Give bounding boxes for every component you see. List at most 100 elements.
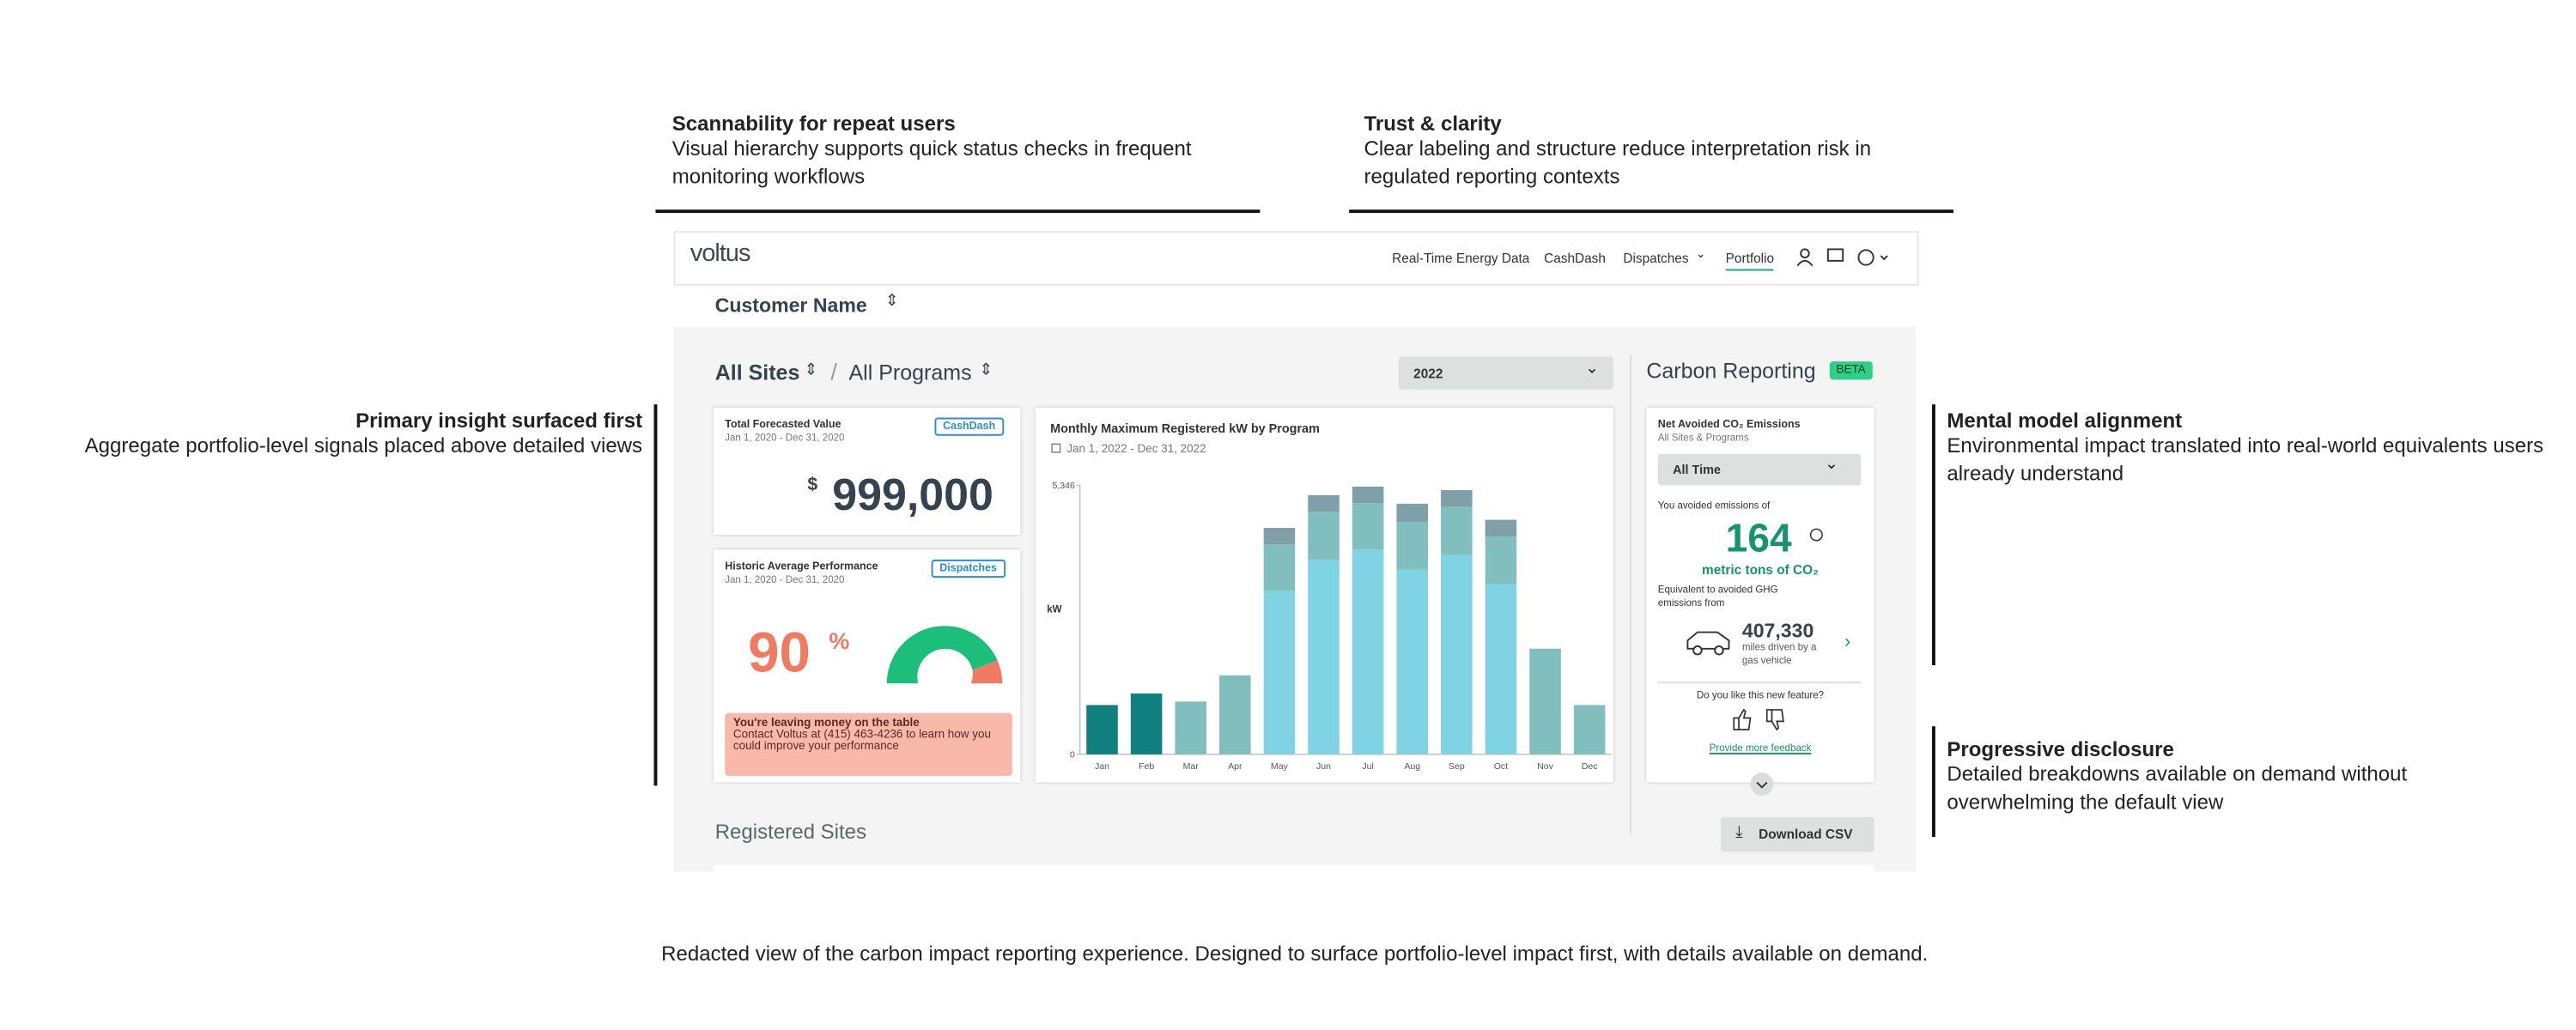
download-icon: ⤓ xyxy=(1735,823,1743,842)
bar xyxy=(1352,549,1384,754)
thumbs-down[interactable] xyxy=(1765,709,1784,731)
performance-unit: % xyxy=(829,627,850,654)
period-dropdown[interactable] xyxy=(1657,453,1862,486)
caption: Redacted view of the carbon impact repor… xyxy=(661,942,1929,966)
annotation-text: Clear labeling and structure reduce inte… xyxy=(1364,136,1872,189)
year-value[interactable]: 2022 xyxy=(1413,366,1443,382)
annotation-text: Environmental impact translated into rea… xyxy=(1947,433,2544,486)
download-label[interactable]: Download CSV xyxy=(1759,827,1853,842)
card-title: Total Forecasted Value xyxy=(725,419,841,431)
nav-link[interactable]: Real-Time Energy Data xyxy=(1392,251,1530,266)
y-tick-label: 0 xyxy=(1070,750,1075,760)
divider xyxy=(1349,209,1954,214)
performance-card: Historic Average Performance Jan 1, 2020… xyxy=(713,549,1021,783)
logo[interactable]: voltus xyxy=(690,239,751,268)
x-tick-label: Sep xyxy=(1449,761,1465,772)
download-button[interactable] xyxy=(1720,816,1874,852)
chart: Monthly Maximum Registered kW by Program… xyxy=(1047,422,1612,772)
divider xyxy=(655,209,1261,214)
alert-title: You're leaving money on the table xyxy=(732,718,920,730)
user-icon[interactable] xyxy=(1800,248,1810,258)
dispatches-link[interactable]: Dispatches xyxy=(931,559,1005,579)
x-tick-label: Mar xyxy=(1183,761,1200,772)
site-filter[interactable]: All Sites xyxy=(714,360,800,385)
program-filter[interactable]: All Programs xyxy=(848,360,972,385)
divider xyxy=(1932,404,1935,666)
annotation-title: Trust & clarity xyxy=(1364,112,1502,136)
car-icon xyxy=(1686,631,1730,656)
period-value[interactable]: All Time xyxy=(1673,462,1721,477)
info-icon[interactable] xyxy=(1808,526,1825,542)
annotation-title: Primary insight surfaced first xyxy=(355,409,643,433)
x-tick-label: Nov xyxy=(1537,761,1554,772)
chevron: ⌄ xyxy=(1825,455,1839,474)
feedback-icons[interactable] xyxy=(1730,708,1789,731)
bar xyxy=(1441,490,1473,507)
divider xyxy=(1657,682,1862,684)
card-title: Net Avoided CO₂ Emissions xyxy=(1657,419,1801,431)
section-title: Registered Sites xyxy=(714,820,867,844)
chevron: ⇕ xyxy=(979,361,993,380)
card-title: Historic Average Performance xyxy=(725,560,878,573)
bar xyxy=(1308,512,1340,560)
nav-link-active[interactable]: Portfolio xyxy=(1725,251,1775,271)
chart-subtitle: Jan 1, 2022 - Dec 31, 2022 xyxy=(1066,442,1206,455)
carbon-card: Net Avoided CO₂ Emissions All Sites & Pr… xyxy=(1646,408,1874,783)
chat-icon[interactable] xyxy=(1826,248,1844,262)
card-subtitle: All Sites & Programs xyxy=(1657,433,1749,445)
nav-icons[interactable] xyxy=(1793,246,1895,270)
feedback-link[interactable]: Provide more feedback xyxy=(1709,744,1812,754)
annotation-title: Progressive disclosure xyxy=(1947,737,2174,761)
annotation-title: Mental model alignment xyxy=(1947,409,2183,433)
annotation: Progressive disclosure Detailed breakdow… xyxy=(1947,738,2508,817)
miles-value: 407,330 xyxy=(1741,619,1814,643)
help-icon[interactable] xyxy=(1857,249,1874,266)
year-dropdown[interactable] xyxy=(1398,356,1613,390)
thumbs-up[interactable] xyxy=(1733,708,1752,730)
bar xyxy=(1573,705,1606,754)
bar xyxy=(1352,486,1384,504)
nav-link[interactable]: CashDash xyxy=(1544,251,1606,266)
chevron: ⇕ xyxy=(884,292,899,311)
x-tick-label: Apr xyxy=(1228,761,1242,772)
bar xyxy=(1396,569,1429,754)
chart-title: Monthly Maximum Registered kW by Program xyxy=(1050,422,1320,436)
annotation-text: Visual hierarchy supports quick status c… xyxy=(671,136,1192,189)
forecast-value: 999,000 xyxy=(832,470,993,520)
card-dates: Jan 1, 2020 - Dec 31, 2020 xyxy=(725,433,845,445)
avoided-label: You avoided emissions of xyxy=(1657,501,1771,512)
gauge-arc xyxy=(886,626,998,684)
card-dates: Jan 1, 2020 - Dec 31, 2020 xyxy=(725,576,845,586)
x-tick-label: Feb xyxy=(1139,761,1154,772)
cashdash-link[interactable]: CashDash xyxy=(934,417,1004,436)
x-tick-label: Aug xyxy=(1404,761,1420,772)
annotation-text: Detailed breakdowns available on demand … xyxy=(1947,762,2408,815)
bar xyxy=(1396,521,1429,570)
annotation: Mental model alignment Environmental imp… xyxy=(1947,409,2558,488)
chevron: ⇕ xyxy=(804,361,818,380)
annotation: Primary insight surfaced first Aggregate… xyxy=(33,409,642,461)
forecast-card: Total Forecasted Value Jan 1, 2020 - Dec… xyxy=(713,408,1021,536)
bar xyxy=(1263,591,1296,754)
divider xyxy=(1630,354,1632,834)
annotation: Trust & clarity Clear labeling and struc… xyxy=(1364,112,1941,191)
x-tick-label: Jan xyxy=(1095,761,1109,772)
annotation-text: Aggregate portfolio-level signals placed… xyxy=(84,433,643,457)
bar xyxy=(1529,648,1561,754)
chevron-right[interactable]: › xyxy=(1844,632,1851,652)
expand-button[interactable] xyxy=(1749,771,1776,797)
annotation: Scannability for repeat users Visual hie… xyxy=(672,112,1250,191)
bar xyxy=(1396,503,1429,522)
customer-select[interactable]: Customer Name xyxy=(714,294,867,318)
emissions-unit: metric tons of CO₂ xyxy=(1702,562,1819,579)
chevron xyxy=(1880,255,1888,261)
bar xyxy=(1263,527,1296,545)
miles-label: miles driven by a gas vehicle xyxy=(1741,644,1817,666)
currency: $ xyxy=(807,475,818,495)
equivalent-label: Equivalent to avoided GHG emissions from xyxy=(1657,585,1778,609)
bar xyxy=(1308,559,1340,754)
top-bar xyxy=(673,231,1919,286)
divider xyxy=(653,404,658,786)
nav-link[interactable]: Dispatches xyxy=(1623,251,1689,266)
